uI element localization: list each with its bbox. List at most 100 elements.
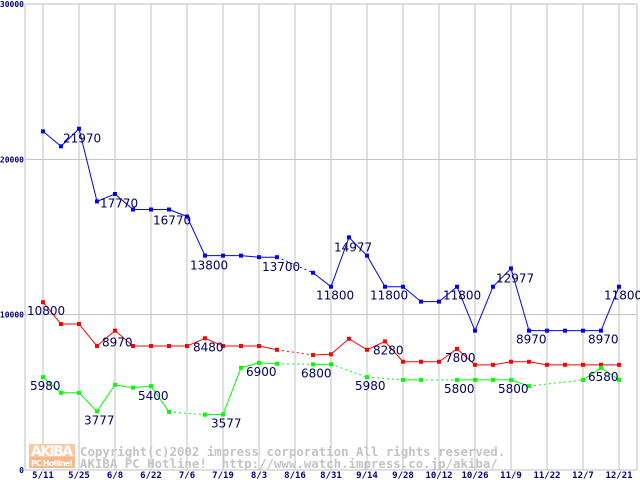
series-segment bbox=[96, 193, 116, 202]
data-point bbox=[149, 344, 153, 349]
data-label: 5800 bbox=[444, 382, 475, 396]
logo-bottom-bg bbox=[29, 457, 75, 468]
series-segment bbox=[456, 286, 476, 331]
logo-akiba: AKIBA bbox=[31, 444, 73, 460]
series-segment bbox=[96, 384, 116, 412]
series-segment bbox=[528, 379, 584, 387]
series-segment bbox=[222, 367, 242, 415]
data-point bbox=[617, 362, 621, 367]
series-segment bbox=[510, 379, 530, 387]
series-segment bbox=[600, 367, 620, 381]
data-point bbox=[509, 359, 513, 364]
x-tick-label: 6/8 bbox=[107, 471, 123, 480]
series-segment bbox=[348, 338, 368, 351]
data-point bbox=[41, 300, 45, 305]
data-point bbox=[455, 346, 459, 351]
data-point bbox=[95, 409, 99, 414]
series-segment bbox=[600, 286, 620, 331]
series-segment bbox=[438, 286, 458, 303]
data-label: 5980 bbox=[355, 379, 386, 393]
data-point bbox=[77, 390, 81, 395]
data-point bbox=[563, 328, 567, 333]
data-point bbox=[437, 299, 441, 304]
data-label: 8970 bbox=[516, 333, 547, 347]
data-label: 7800 bbox=[445, 351, 476, 365]
data-point bbox=[275, 255, 279, 260]
data-label: 13700 bbox=[262, 260, 300, 274]
data-point bbox=[527, 359, 531, 364]
series-segment bbox=[330, 237, 350, 287]
x-tick-label: 10/26 bbox=[461, 471, 488, 480]
series-segment bbox=[258, 345, 278, 351]
data-point bbox=[563, 362, 567, 367]
data-label: 16770 bbox=[153, 214, 191, 228]
data-point bbox=[473, 328, 477, 333]
data-point bbox=[365, 375, 369, 380]
series-segment bbox=[186, 216, 206, 256]
data-label: 13800 bbox=[190, 259, 228, 273]
data-label: 8280 bbox=[373, 343, 404, 357]
data-label: 5400 bbox=[138, 389, 169, 403]
x-tick-label: 9/28 bbox=[392, 471, 414, 480]
data-label: 5800 bbox=[498, 382, 529, 396]
data-point bbox=[545, 328, 549, 333]
data-point bbox=[329, 362, 333, 367]
data-point bbox=[311, 353, 315, 358]
logo-pc-hotline: PC Hotline! bbox=[31, 459, 73, 468]
series-blue: 21970 17770 16770 13800 13700 11800 14977 11800… bbox=[41, 126, 640, 347]
series-segment bbox=[60, 128, 80, 147]
data-label: 3777 bbox=[84, 413, 115, 427]
data-point bbox=[329, 284, 333, 289]
data-label: 14977 bbox=[334, 240, 372, 254]
site-url-text: AKIBA PC Hotline! http://www.watch.impre… bbox=[80, 456, 498, 471]
data-label: 11800 bbox=[604, 289, 640, 303]
series-segment bbox=[384, 341, 404, 363]
data-point bbox=[401, 284, 405, 289]
series-segment bbox=[258, 362, 278, 365]
data-point bbox=[527, 384, 531, 389]
data-point bbox=[113, 328, 117, 333]
data-point bbox=[581, 328, 585, 333]
data-point bbox=[365, 253, 369, 258]
data-point bbox=[581, 377, 585, 382]
data-point bbox=[437, 359, 441, 364]
x-tick-label: 5/11 bbox=[32, 471, 54, 480]
series-segment bbox=[114, 384, 134, 389]
data-point bbox=[347, 336, 351, 341]
data-label: 11800 bbox=[370, 289, 408, 303]
data-point bbox=[275, 361, 279, 366]
data-point bbox=[203, 412, 207, 417]
data-point bbox=[257, 344, 261, 349]
data-point bbox=[383, 339, 387, 344]
data-point bbox=[77, 321, 81, 326]
series-segment bbox=[492, 268, 512, 288]
data-label: 17770 bbox=[100, 196, 138, 210]
data-point bbox=[473, 377, 477, 382]
x-tick-label: 8/3 bbox=[251, 471, 267, 480]
series-segment bbox=[456, 348, 476, 366]
data-point bbox=[311, 362, 315, 367]
data-point bbox=[203, 253, 207, 258]
series-segment bbox=[276, 349, 314, 356]
series-segment bbox=[366, 340, 386, 351]
series-segment bbox=[42, 130, 62, 147]
data-point bbox=[455, 377, 459, 382]
data-point bbox=[599, 328, 603, 333]
series-segment bbox=[168, 209, 188, 217]
series-segment bbox=[42, 376, 62, 394]
data-point bbox=[41, 375, 45, 380]
x-tick-label: 11/22 bbox=[533, 471, 560, 480]
x-axis: 5/11 5/25 6/8 6/22 7/6 7/19 8/3 8/16 8/31 9/14 9/2… bbox=[32, 471, 632, 480]
data-point bbox=[509, 377, 513, 382]
data-point bbox=[113, 191, 117, 196]
series-segment bbox=[42, 301, 62, 325]
series-segment bbox=[330, 338, 350, 355]
series-segment bbox=[96, 330, 116, 347]
series-segment bbox=[366, 255, 386, 287]
data-point bbox=[491, 377, 495, 382]
data-point bbox=[365, 347, 369, 352]
data-point bbox=[491, 362, 495, 367]
data-point bbox=[221, 344, 225, 349]
data-point bbox=[311, 270, 315, 275]
series-segment bbox=[438, 348, 458, 363]
